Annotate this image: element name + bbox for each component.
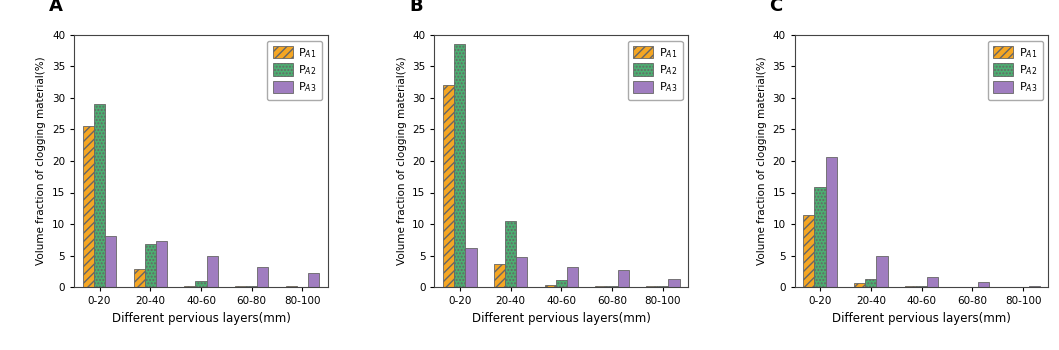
Legend: P$_{A1}$, P$_{A2}$, P$_{A3}$: P$_{A1}$, P$_{A2}$, P$_{A3}$ [988, 41, 1043, 100]
Y-axis label: Volume fraction of clogging material(%): Volume fraction of clogging material(%) [757, 57, 767, 265]
Bar [567, 267, 578, 287]
Bar [83, 126, 94, 287]
Bar [156, 241, 167, 287]
Bar [133, 270, 145, 287]
Y-axis label: Volume fraction of clogging material(%): Volume fraction of clogging material(%) [396, 57, 407, 265]
Bar [286, 286, 297, 287]
Bar [977, 282, 989, 287]
Bar [556, 280, 567, 287]
Text: A: A [49, 0, 62, 15]
Bar [443, 85, 454, 287]
Bar [465, 248, 477, 287]
Bar [826, 156, 837, 287]
Bar [927, 277, 938, 287]
Bar [145, 244, 156, 287]
Bar [516, 257, 527, 287]
Bar [607, 286, 617, 287]
Bar [646, 286, 658, 287]
Bar [257, 267, 269, 287]
Legend: P$_{A1}$, P$_{A2}$, P$_{A3}$: P$_{A1}$, P$_{A2}$, P$_{A3}$ [267, 41, 322, 100]
Bar [493, 264, 505, 287]
Bar [105, 236, 116, 287]
Bar [184, 286, 196, 287]
Text: C: C [769, 0, 783, 15]
Bar [814, 188, 826, 287]
Bar [207, 256, 218, 287]
Bar [235, 286, 246, 287]
Bar [246, 286, 257, 287]
X-axis label: Different pervious layers(mm): Different pervious layers(mm) [832, 312, 1011, 324]
Bar [877, 256, 887, 287]
Legend: P$_{A1}$, P$_{A2}$, P$_{A3}$: P$_{A1}$, P$_{A2}$, P$_{A3}$ [628, 41, 683, 100]
Bar [308, 273, 319, 287]
Bar [505, 221, 516, 287]
Bar [804, 215, 814, 287]
Bar [658, 286, 668, 287]
Bar [865, 279, 877, 287]
Bar [454, 44, 465, 287]
Text: B: B [409, 0, 423, 15]
Y-axis label: Volume fraction of clogging material(%): Volume fraction of clogging material(%) [36, 57, 47, 265]
X-axis label: Different pervious layers(mm): Different pervious layers(mm) [472, 312, 650, 324]
Bar [544, 285, 556, 287]
Bar [196, 281, 207, 287]
Bar [916, 286, 927, 287]
Bar [94, 104, 105, 287]
Bar [617, 270, 629, 287]
X-axis label: Different pervious layers(mm): Different pervious layers(mm) [111, 312, 290, 324]
Bar [668, 279, 680, 287]
Bar [595, 286, 607, 287]
Bar [904, 286, 916, 287]
Bar [854, 283, 865, 287]
Bar [1028, 286, 1040, 287]
